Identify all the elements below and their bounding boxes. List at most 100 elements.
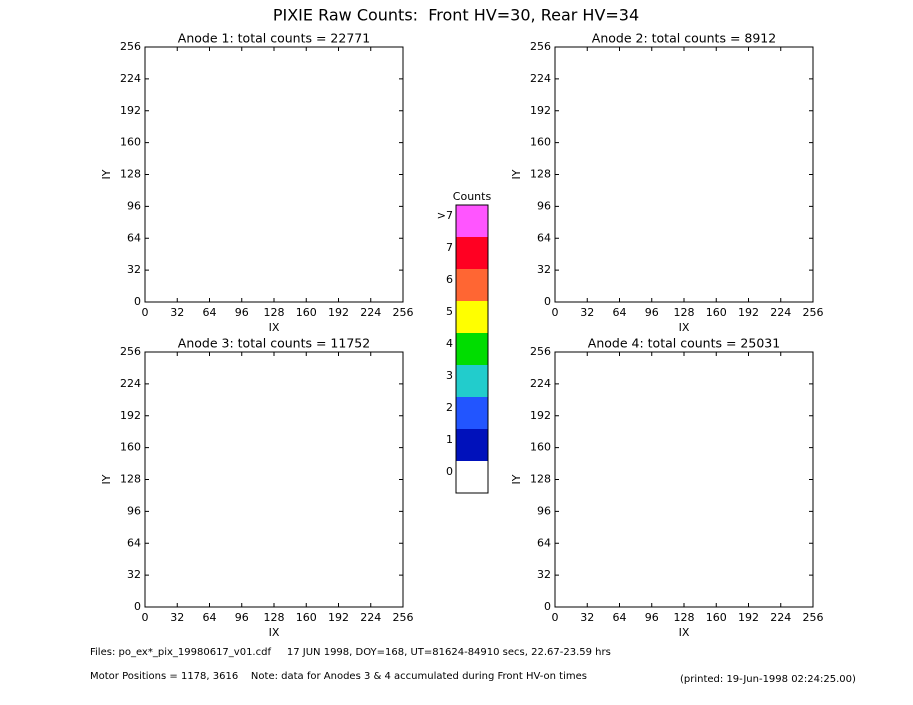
- x-tick-label: 32: [580, 611, 594, 624]
- x-tick-label: 64: [203, 611, 217, 624]
- y-tick-label: 64: [537, 536, 551, 549]
- colorbar-cell: [456, 429, 488, 461]
- y-tick-label: 160: [530, 441, 551, 454]
- colorbar-cell: [456, 397, 488, 429]
- colorbar-label: 7: [446, 241, 453, 254]
- plot-frame: [554, 46, 814, 303]
- y-tick-label: 256: [120, 40, 141, 53]
- x-axis-label: IX: [269, 626, 280, 639]
- footer-printed: (printed: 19-Jun-1998 02:24:25.00): [680, 674, 856, 685]
- y-tick-label: 160: [120, 136, 141, 149]
- x-tick-label: 224: [770, 611, 791, 624]
- colorbar-label: 3: [446, 369, 453, 382]
- colorbar-label: 4: [446, 337, 453, 350]
- colorbar-cell: [456, 301, 488, 333]
- x-tick-label: 160: [296, 306, 317, 319]
- y-tick-label: 192: [120, 104, 141, 117]
- x-tick-label: 256: [393, 611, 414, 624]
- y-tick-label: 32: [537, 263, 551, 276]
- y-tick-label: 96: [537, 199, 551, 212]
- y-tick-label: 0: [134, 295, 141, 308]
- x-tick-label: 128: [264, 306, 285, 319]
- colorbar-cell: [456, 461, 488, 493]
- colorbar-label: >7: [437, 209, 453, 222]
- colorbar-label: 2: [446, 401, 453, 414]
- x-tick-label: 64: [203, 306, 217, 319]
- x-tick-label: 192: [738, 306, 759, 319]
- colorbar-frame: [455, 204, 489, 494]
- plot-frame: [144, 46, 404, 303]
- y-tick-label: 160: [530, 136, 551, 149]
- colorbar-cell: [456, 205, 488, 237]
- panel-title: Anode 3: total counts = 11752: [178, 336, 370, 351]
- x-tick-label: 96: [235, 611, 249, 624]
- x-tick-label: 128: [674, 611, 695, 624]
- x-tick-label: 96: [235, 306, 249, 319]
- y-tick-label: 256: [120, 345, 141, 358]
- colorbar-title: Counts: [453, 190, 492, 203]
- x-tick-label: 224: [360, 306, 381, 319]
- y-tick-label: 256: [530, 345, 551, 358]
- y-tick-label: 32: [127, 568, 141, 581]
- figure-title: PIXIE Raw Counts: Front HV=30, Rear HV=3…: [273, 6, 639, 25]
- y-tick-label: 64: [127, 536, 141, 549]
- y-tick-label: 192: [530, 104, 551, 117]
- y-axis-label: IY: [510, 169, 523, 179]
- panel-title: Anode 4: total counts = 25031: [588, 336, 780, 351]
- colorbar-label: 0: [446, 465, 453, 478]
- x-axis-label: IX: [269, 321, 280, 334]
- footer-files: Files: po_ex*_pix_19980617_v01.cdf 17 JU…: [90, 647, 611, 658]
- footer-motor: Motor Positions = 1178, 3616 Note: data …: [90, 671, 587, 682]
- y-tick-label: 160: [120, 441, 141, 454]
- y-axis-label: IY: [100, 474, 113, 484]
- y-tick-label: 96: [127, 199, 141, 212]
- x-axis-label: IX: [679, 321, 690, 334]
- x-tick-label: 160: [296, 611, 317, 624]
- y-tick-label: 128: [120, 168, 141, 181]
- x-tick-label: 256: [803, 611, 824, 624]
- plot-frame: [554, 351, 814, 608]
- x-tick-label: 160: [706, 611, 727, 624]
- y-tick-label: 32: [127, 263, 141, 276]
- colorbar-cell: [456, 237, 488, 269]
- panel-title: Anode 1: total counts = 22771: [178, 31, 370, 46]
- y-tick-label: 224: [120, 72, 141, 85]
- y-tick-label: 64: [127, 231, 141, 244]
- y-tick-label: 32: [537, 568, 551, 581]
- x-tick-label: 224: [770, 306, 791, 319]
- x-axis-label: IX: [679, 626, 690, 639]
- colorbar-cell: [456, 269, 488, 301]
- x-tick-label: 32: [580, 306, 594, 319]
- y-tick-label: 128: [120, 473, 141, 486]
- x-tick-label: 64: [613, 611, 627, 624]
- y-axis-label: IY: [510, 474, 523, 484]
- colorbar-label: 1: [446, 433, 453, 446]
- x-tick-label: 0: [142, 306, 149, 319]
- x-tick-label: 192: [738, 611, 759, 624]
- y-tick-label: 0: [134, 600, 141, 613]
- x-tick-label: 256: [393, 306, 414, 319]
- y-axis-label: IY: [100, 169, 113, 179]
- y-tick-label: 96: [537, 504, 551, 517]
- x-tick-label: 192: [328, 306, 349, 319]
- x-tick-label: 0: [552, 611, 559, 624]
- x-tick-label: 224: [360, 611, 381, 624]
- y-tick-label: 64: [537, 231, 551, 244]
- panel-title: Anode 2: total counts = 8912: [592, 31, 776, 46]
- y-tick-label: 128: [530, 168, 551, 181]
- y-tick-label: 224: [120, 377, 141, 390]
- x-tick-label: 0: [142, 611, 149, 624]
- x-tick-label: 0: [552, 306, 559, 319]
- y-tick-label: 96: [127, 504, 141, 517]
- y-tick-label: 192: [530, 409, 551, 422]
- y-tick-label: 192: [120, 409, 141, 422]
- x-tick-label: 192: [328, 611, 349, 624]
- plot-frame: [144, 351, 404, 608]
- x-tick-label: 128: [674, 306, 695, 319]
- x-tick-label: 96: [645, 611, 659, 624]
- colorbar-cell: [456, 333, 488, 365]
- x-tick-label: 160: [706, 306, 727, 319]
- colorbar-label: 6: [446, 273, 453, 286]
